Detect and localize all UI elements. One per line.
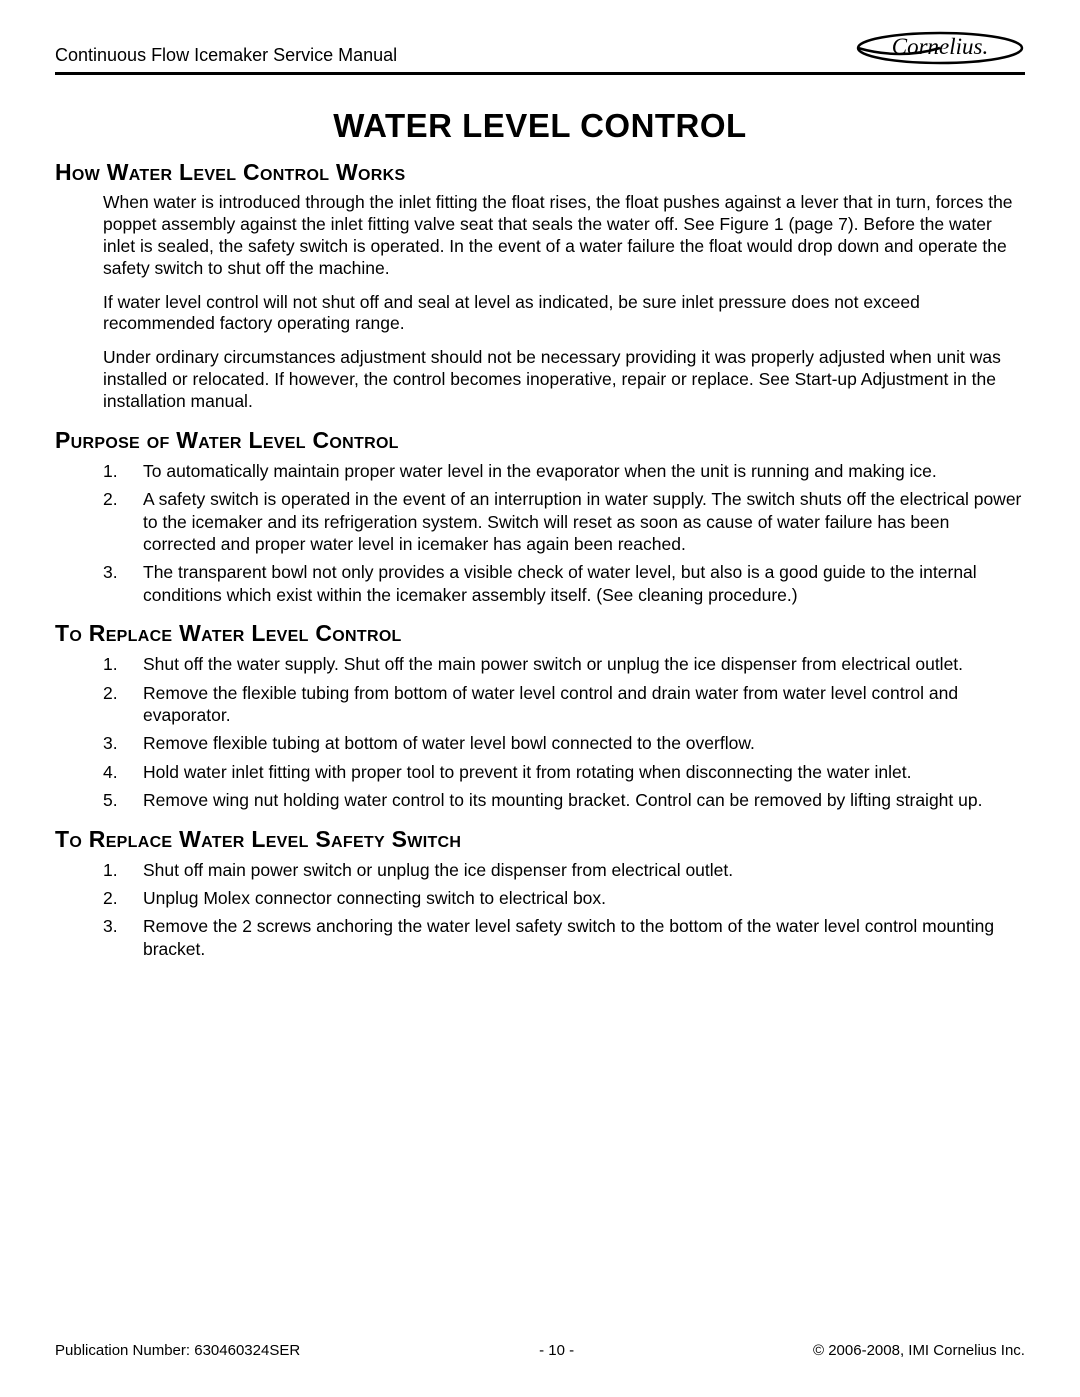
section-heading-replace-switch: To Replace Water Level Safety Switch — [55, 826, 1025, 853]
list-text: To automatically maintain proper water l… — [143, 460, 1025, 482]
list-text: Unplug Molex connector connecting switch… — [143, 887, 1025, 909]
section-heading-purpose: Purpose of Water Level Control — [55, 427, 1025, 454]
list-item: 1.To automatically maintain proper water… — [103, 460, 1025, 482]
list-number: 1. — [103, 460, 143, 482]
replace-switch-list: 1.Shut off main power switch or unplug t… — [55, 859, 1025, 961]
logo-text: Cornelius. — [892, 34, 988, 59]
replace-control-list: 1.Shut off the water supply. Shut off th… — [55, 653, 1025, 811]
list-number: 2. — [103, 488, 143, 555]
list-item: 2.A safety switch is operated in the eve… — [103, 488, 1025, 555]
page-title: WATER LEVEL CONTROL — [55, 107, 1025, 145]
list-number: 3. — [103, 915, 143, 960]
page: Continuous Flow Icemaker Service Manual … — [0, 0, 1080, 1397]
list-text: Shut off main power switch or unplug the… — [143, 859, 1025, 881]
list-number: 1. — [103, 859, 143, 881]
how-works-p2: If water level control will not shut off… — [55, 292, 1025, 336]
list-number: 2. — [103, 887, 143, 909]
section-heading-replace-control: To Replace Water Level Control — [55, 620, 1025, 647]
list-item: 2.Remove the flexible tubing from bottom… — [103, 682, 1025, 727]
how-works-p3: Under ordinary circumstances adjustment … — [55, 347, 1025, 413]
list-text: Hold water inlet fitting with proper too… — [143, 761, 1025, 783]
list-text: Remove flexible tubing at bottom of wate… — [143, 732, 1025, 754]
section-heading-how-works: How Water Level Control Works — [55, 159, 1025, 186]
page-header: Continuous Flow Icemaker Service Manual … — [55, 30, 1025, 75]
list-number: 1. — [103, 653, 143, 675]
footer-right: © 2006-2008, IMI Cornelius Inc. — [813, 1342, 1025, 1359]
list-text: The transparent bowl not only provides a… — [143, 561, 1025, 606]
list-item: 3.Remove the 2 screws anchoring the wate… — [103, 915, 1025, 960]
footer-left: Publication Number: 630460324SER — [55, 1342, 300, 1359]
list-item: 5.Remove wing nut holding water control … — [103, 789, 1025, 811]
list-item: 4.Hold water inlet fitting with proper t… — [103, 761, 1025, 783]
list-text: Remove the flexible tubing from bottom o… — [143, 682, 1025, 727]
footer-center: - 10 - — [539, 1342, 574, 1359]
list-number: 3. — [103, 561, 143, 606]
page-footer: Publication Number: 630460324SER - 10 - … — [55, 1342, 1025, 1359]
list-number: 3. — [103, 732, 143, 754]
doc-title: Continuous Flow Icemaker Service Manual — [55, 45, 397, 68]
list-number: 5. — [103, 789, 143, 811]
list-number: 2. — [103, 682, 143, 727]
list-item: 1.Shut off the water supply. Shut off th… — [103, 653, 1025, 675]
how-works-p1: When water is introduced through the inl… — [55, 192, 1025, 280]
purpose-list: 1.To automatically maintain proper water… — [55, 460, 1025, 606]
list-text: A safety switch is operated in the event… — [143, 488, 1025, 555]
list-number: 4. — [103, 761, 143, 783]
cornelius-logo: Cornelius. — [855, 30, 1025, 68]
list-text: Shut off the water supply. Shut off the … — [143, 653, 1025, 675]
list-item: 3.Remove flexible tubing at bottom of wa… — [103, 732, 1025, 754]
list-item: 3.The transparent bowl not only provides… — [103, 561, 1025, 606]
list-text: Remove wing nut holding water control to… — [143, 789, 1025, 811]
list-text: Remove the 2 screws anchoring the water … — [143, 915, 1025, 960]
list-item: 1.Shut off main power switch or unplug t… — [103, 859, 1025, 881]
list-item: 2.Unplug Molex connector connecting swit… — [103, 887, 1025, 909]
